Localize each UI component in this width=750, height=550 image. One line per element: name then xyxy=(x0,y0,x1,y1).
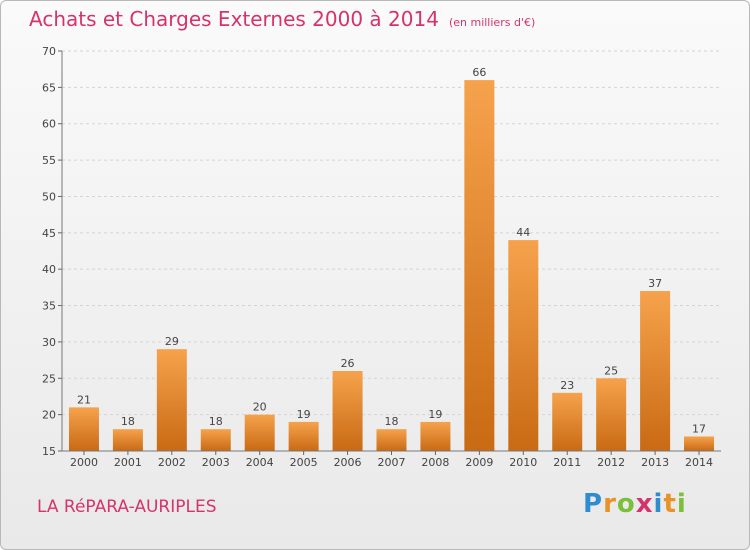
bar-2014 xyxy=(684,436,715,451)
bars xyxy=(68,80,715,451)
bar-2011 xyxy=(552,392,583,451)
x-tick-label-2005: 2005 xyxy=(290,456,318,469)
proxiti-logo: Proxiti xyxy=(583,489,687,519)
x-tick-label-2009: 2009 xyxy=(465,456,493,469)
x-tick-label-2001: 2001 xyxy=(114,456,142,469)
logo-letter: o xyxy=(616,489,636,519)
x-tick-label-2007: 2007 xyxy=(378,456,406,469)
y-tick-label: 60 xyxy=(42,118,56,131)
y-tick-label: 30 xyxy=(42,336,56,349)
data-label-2009: 66 xyxy=(472,66,486,79)
x-tick-label-2008: 2008 xyxy=(421,456,449,469)
chart-title: Achats et Charges Externes 2000 à 2014 (e… xyxy=(29,7,535,31)
data-label-2012: 25 xyxy=(604,364,618,377)
y-tick-label: 20 xyxy=(42,409,56,422)
y-tick-label: 70 xyxy=(42,45,56,58)
x-tick-label-2003: 2003 xyxy=(202,456,230,469)
x-tick-label-2006: 2006 xyxy=(334,456,362,469)
y-tick-label: 15 xyxy=(42,445,56,458)
bar-2002 xyxy=(156,349,187,451)
x-tick-label-2002: 2002 xyxy=(158,456,186,469)
y-tick-label: 50 xyxy=(42,190,56,203)
data-label-2013: 37 xyxy=(648,277,662,290)
bar-2012 xyxy=(596,378,627,451)
data-label-2005: 19 xyxy=(297,408,311,421)
bar-2006 xyxy=(332,371,363,451)
data-labels: 21 18 29 18 20 19 26 18 19 66 44 23 25 37 17 xyxy=(77,66,706,435)
bar-2010 xyxy=(508,240,539,451)
bar-2005 xyxy=(288,421,319,451)
axes: 15 20 25 30 35 40 45 50 55 60 65 70 2000 2001 2002 2003… xyxy=(42,45,721,469)
x-tick-label-2004: 2004 xyxy=(246,456,274,469)
data-label-2014: 17 xyxy=(692,422,706,435)
y-tick-label: 35 xyxy=(42,300,56,313)
x-tick-label-2000: 2000 xyxy=(70,456,98,469)
data-label-2000: 21 xyxy=(77,393,91,406)
data-label-2002: 29 xyxy=(165,335,179,348)
bar-2004 xyxy=(244,414,275,451)
bar-2008 xyxy=(420,421,451,451)
y-tick-label: 45 xyxy=(42,227,56,240)
data-label-2001: 18 xyxy=(121,415,135,428)
y-tick-label: 55 xyxy=(42,154,56,167)
data-label-2011: 23 xyxy=(560,379,574,392)
place-name: LA RéPARA-AURIPLES xyxy=(37,497,217,517)
data-label-2008: 19 xyxy=(428,408,442,421)
x-tick-label-2011: 2011 xyxy=(553,456,581,469)
logo-letter: x xyxy=(635,489,654,519)
x-tick-label-2010: 2010 xyxy=(509,456,537,469)
logo-letter: i xyxy=(676,489,687,519)
logo-letter: P xyxy=(583,489,604,519)
y-tick-label: 25 xyxy=(42,372,56,385)
bar-2007 xyxy=(376,429,407,451)
data-label-2003: 18 xyxy=(209,415,223,428)
y-tick-label: 40 xyxy=(42,263,56,276)
data-label-2007: 18 xyxy=(385,415,399,428)
data-label-2004: 20 xyxy=(253,401,267,414)
y-tick-label: 65 xyxy=(42,81,56,94)
data-label-2006: 26 xyxy=(341,357,355,370)
bar-2013 xyxy=(640,291,671,451)
logo-letter: r xyxy=(603,489,617,519)
chart-title-text: Achats et Charges Externes 2000 à 2014 xyxy=(29,7,439,31)
bar-2009 xyxy=(464,80,495,451)
x-tick-label-2014: 2014 xyxy=(685,456,713,469)
data-label-2010: 44 xyxy=(516,226,530,239)
x-tick-label-2013: 2013 xyxy=(641,456,669,469)
bar-2000 xyxy=(68,407,99,451)
x-tick-label-2012: 2012 xyxy=(597,456,625,469)
bar-2001 xyxy=(112,429,143,451)
logo-letter: t xyxy=(663,489,677,519)
chart-subtitle: (en milliers d'€) xyxy=(448,16,536,29)
logo-letter: i xyxy=(653,489,664,519)
bar-2003 xyxy=(200,429,231,451)
